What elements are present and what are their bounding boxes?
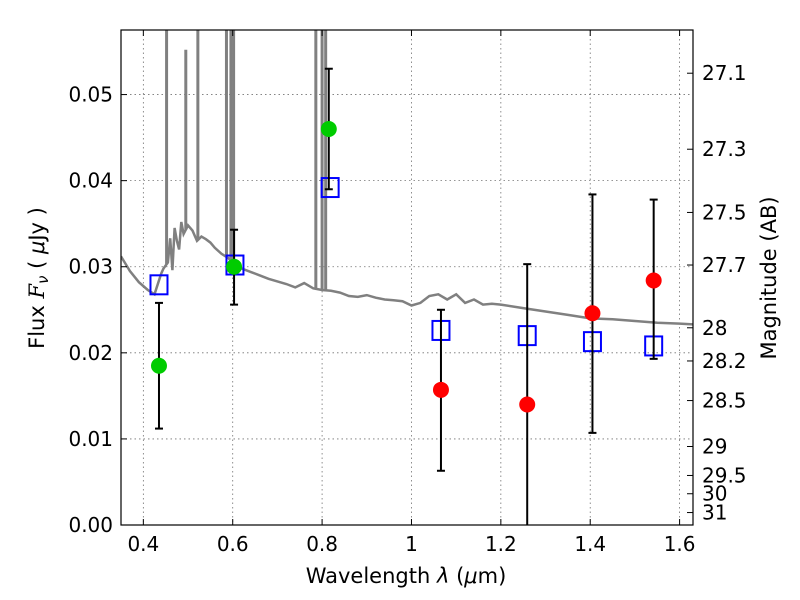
x-tick-label: 1	[405, 532, 418, 556]
y-tick-label: 0.04	[68, 169, 113, 193]
y-tick-label: 0.00	[68, 513, 113, 537]
model-square-point	[149, 274, 169, 296]
y-tick-label: 0.05	[68, 83, 113, 107]
y2-tick-label: 29.5	[702, 463, 747, 487]
plot-frame	[120, 29, 694, 526]
green-data-point	[226, 258, 243, 275]
x-tick-label: 0.4	[127, 532, 159, 556]
x-tick-label: 0.8	[306, 532, 338, 556]
y2-tick-label: 28	[702, 316, 727, 340]
plot-area	[121, 30, 693, 525]
y2-tick-label: 31	[702, 501, 727, 525]
x-tick-label: 1.6	[664, 532, 696, 556]
x-tick-label: 1.2	[485, 532, 517, 556]
y2-tick-label: 28.5	[702, 389, 747, 413]
x-tick-label: 1.4	[574, 532, 606, 556]
y-tick-label: 0.01	[68, 427, 113, 451]
model-square-point	[320, 177, 340, 199]
y-tick-label: 0.03	[68, 255, 113, 279]
y2-tick-label: 27.5	[702, 200, 747, 224]
green-data-point	[320, 121, 337, 137]
y2-tick-label: 27.7	[702, 253, 747, 277]
x-tick-label: 0.6	[217, 532, 249, 556]
y2-tick-label: 27.1	[702, 61, 747, 85]
red-data-point	[519, 396, 536, 413]
y2-axis-label: Magnitude (AB)	[757, 196, 781, 359]
y2-tick-label: 27.3	[702, 137, 747, 161]
red-data-point	[584, 305, 601, 322]
template-spectrum-line	[121, 221, 693, 326]
y-axis-label: Flux Fν ( μJy )	[25, 207, 52, 349]
axis-ticks: 0.4 0.6 0.8 1 1.2 1.4 1.6 0.00 0.01 0.02 0.03 0.04 0…	[68, 30, 747, 556]
red-data-point	[645, 272, 662, 289]
y-tick-label: 0.02	[68, 341, 113, 365]
x-axis-label: Wavelength λ (μm)	[306, 564, 507, 588]
y2-tick-label: 29	[702, 434, 727, 458]
green-data-point	[150, 357, 167, 374]
red-data-point	[432, 381, 449, 398]
y2-tick-label: 28.2	[702, 349, 747, 373]
y2-tick-label: 30	[702, 482, 727, 506]
